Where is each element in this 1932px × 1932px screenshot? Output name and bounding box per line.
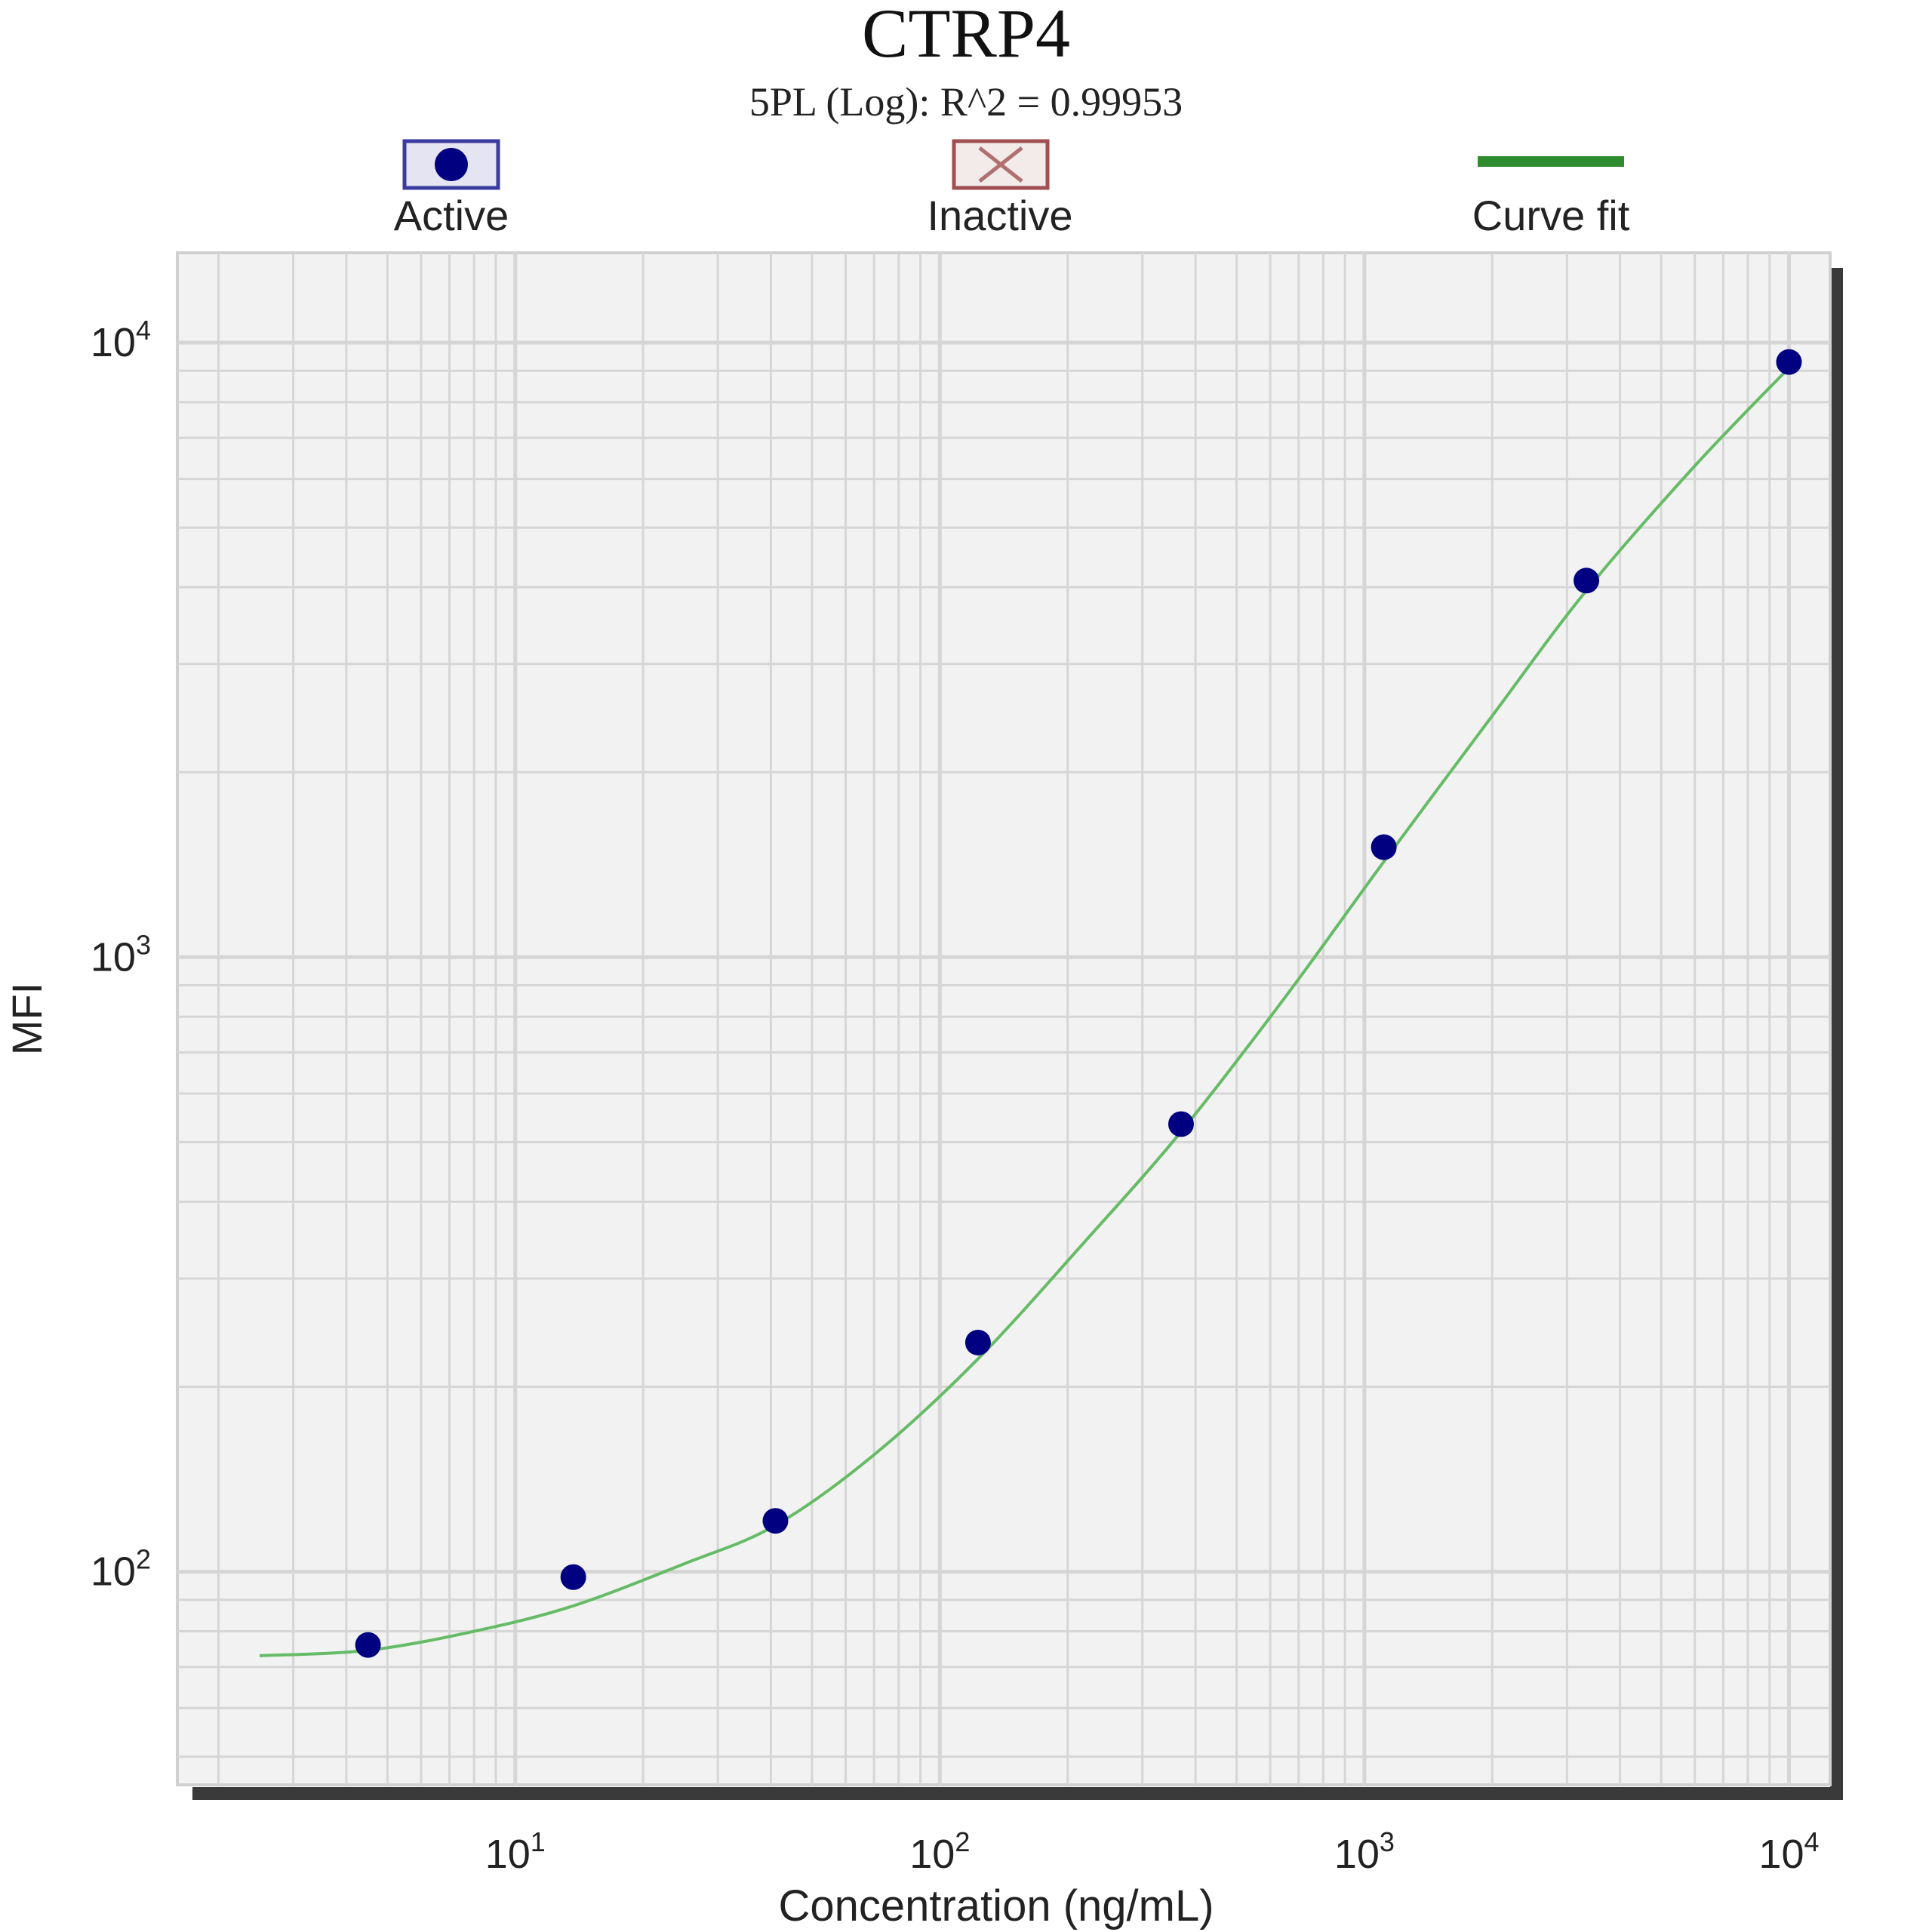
legend-item-inactive: Inactive <box>928 139 1073 239</box>
plot-shadow-bottom <box>192 1787 1843 1800</box>
curve-layer <box>259 366 1790 1657</box>
chart-subtitle: 5PL (Log): R^2 = 0.99953 <box>749 79 1183 125</box>
legend-active-label: Active <box>394 192 509 239</box>
x-tick-label: 104 <box>1758 1826 1819 1877</box>
legend-item-active: Active <box>394 139 509 239</box>
y-tick-label: 103 <box>91 929 151 980</box>
curve-fit-line <box>259 366 1790 1657</box>
data-point-7 <box>1574 568 1600 594</box>
x-tick-label: 102 <box>909 1826 970 1877</box>
x-tick-label: 103 <box>1334 1826 1395 1877</box>
plot-area <box>176 251 1832 1786</box>
legend-active-dot <box>435 148 468 181</box>
chart-title: CTRP4 <box>862 0 1070 72</box>
plot-shadow-right <box>1830 268 1843 1800</box>
data-point-8 <box>1776 349 1802 375</box>
data-point-3 <box>762 1508 789 1534</box>
x-axis-label: Concentration (ng/mL) <box>778 1881 1214 1930</box>
legend-curve-label: Curve fit <box>1472 192 1630 239</box>
data-point-4 <box>964 1329 991 1355</box>
x-axis-ticks: 101 102 103 104 <box>485 1826 1820 1877</box>
y-axis-ticks: 102 103 104 <box>91 315 151 1595</box>
legend-inactive-x <box>978 146 1023 183</box>
grid <box>177 253 1830 1785</box>
y-tick-label: 104 <box>91 315 151 365</box>
points-layer <box>355 349 1802 1658</box>
data-point-1 <box>355 1632 381 1658</box>
x-tick-label: 101 <box>485 1826 546 1877</box>
y-axis-label: MFI <box>3 983 51 1055</box>
data-point-5 <box>1168 1111 1194 1137</box>
legend-item-curve-fit: Curve fit <box>1472 156 1630 239</box>
legend-inactive-label: Inactive <box>928 192 1073 239</box>
data-point-2 <box>560 1564 586 1590</box>
y-tick-label: 102 <box>91 1544 151 1595</box>
legend: Active Inactive Curve fit <box>394 139 1630 239</box>
data-point-6 <box>1371 834 1397 860</box>
